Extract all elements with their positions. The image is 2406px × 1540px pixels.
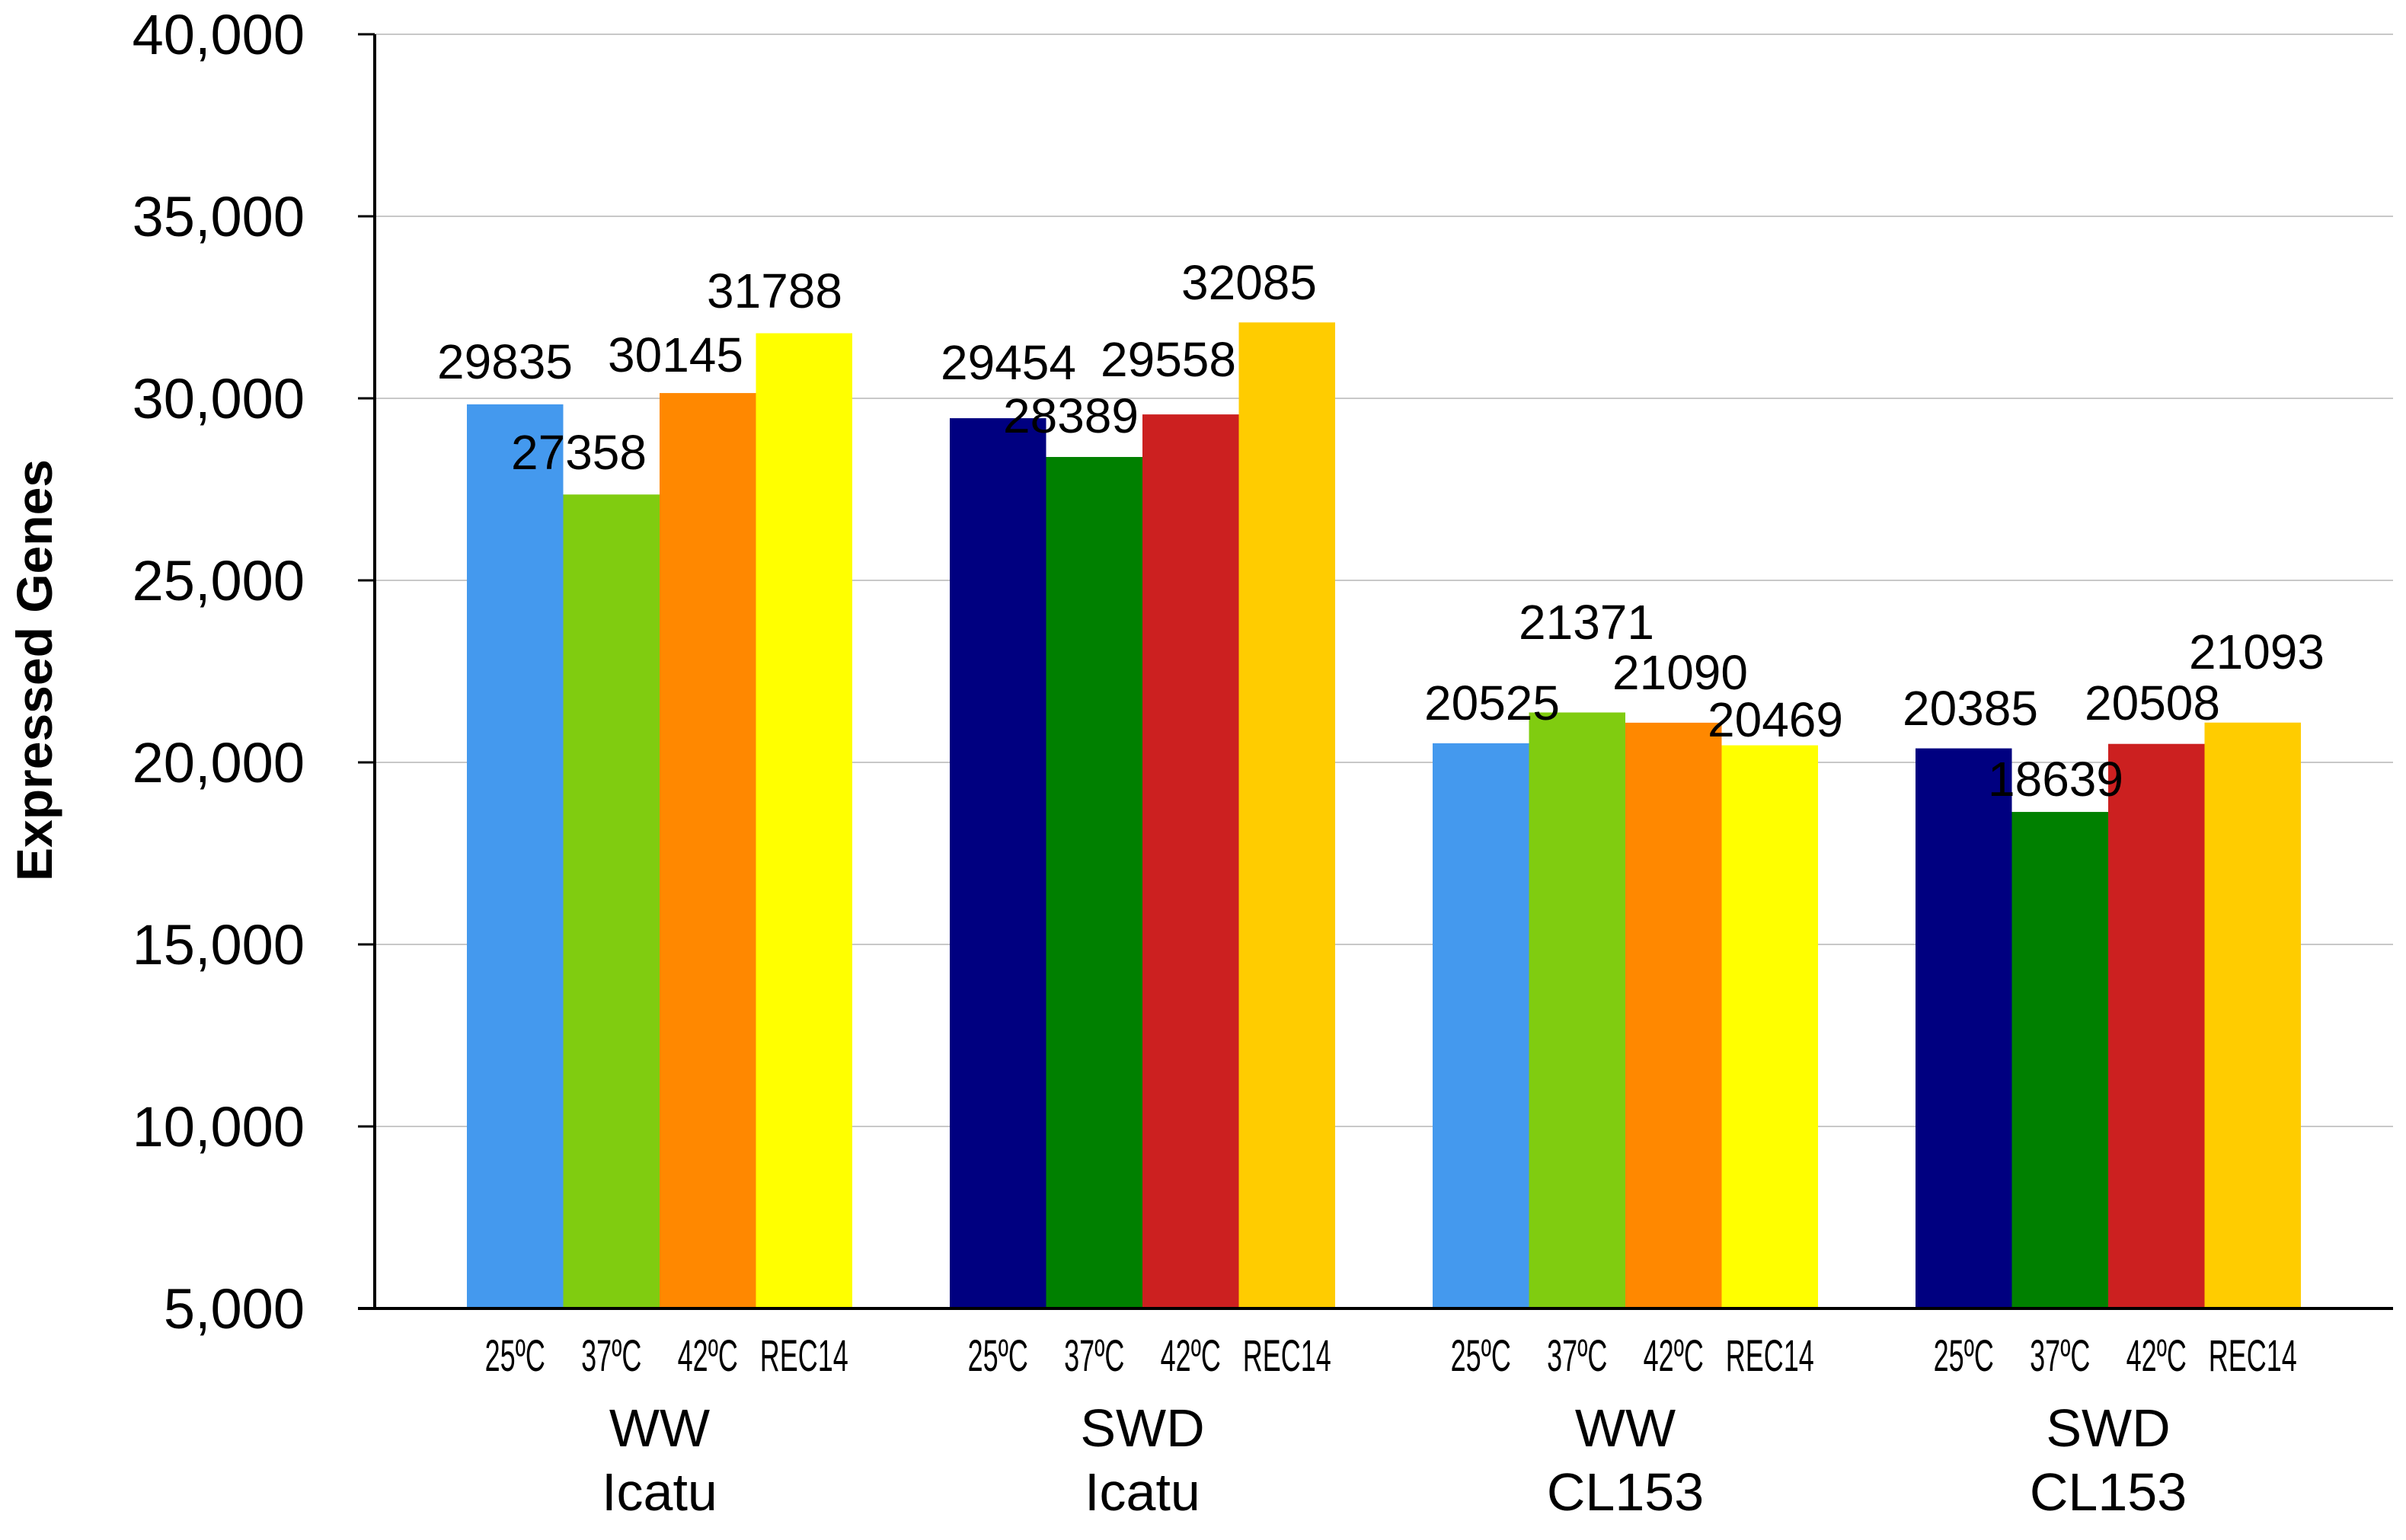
group-label: SWD bbox=[1080, 1398, 1204, 1458]
data-label: 21371 bbox=[1519, 595, 1654, 650]
bar bbox=[563, 494, 660, 1308]
group-label: Icatu bbox=[1085, 1462, 1200, 1522]
condition-label: 42ºC bbox=[678, 1331, 738, 1381]
bar bbox=[2108, 743, 2205, 1308]
group-label: CL153 bbox=[2030, 1462, 2187, 1522]
condition-label: REC14 bbox=[760, 1331, 848, 1381]
y-tick-label: 30,000 bbox=[133, 367, 305, 430]
bar bbox=[1529, 712, 1625, 1308]
condition-label: 25ºC bbox=[968, 1331, 1028, 1381]
data-label: 20508 bbox=[2085, 676, 2220, 730]
data-label: 28389 bbox=[1003, 388, 1139, 443]
y-tick-label: 40,000 bbox=[133, 3, 305, 66]
y-tick-label: 10,000 bbox=[133, 1095, 305, 1158]
bar bbox=[1238, 322, 1335, 1308]
bar bbox=[1625, 722, 1722, 1308]
group-label: WW bbox=[1575, 1398, 1676, 1458]
condition-label: 37ºC bbox=[1064, 1331, 1124, 1381]
y-tick-label: 15,000 bbox=[133, 913, 305, 976]
condition-label: 37ºC bbox=[2030, 1331, 2090, 1381]
y-tick-label: 25,000 bbox=[133, 549, 305, 612]
group-label: WW bbox=[609, 1398, 710, 1458]
data-label: 32085 bbox=[1181, 255, 1317, 310]
bar bbox=[2204, 722, 2301, 1308]
condition-label: REC14 bbox=[1243, 1331, 1331, 1381]
data-label: 29454 bbox=[941, 335, 1076, 390]
y-axis-label: Expressed Genes bbox=[6, 459, 62, 881]
condition-label: REC14 bbox=[1726, 1331, 1814, 1381]
y-tick-label: 35,000 bbox=[133, 185, 305, 248]
bar bbox=[467, 404, 564, 1309]
data-label: 21093 bbox=[2189, 625, 2325, 679]
bar bbox=[950, 418, 1046, 1308]
data-label: 21090 bbox=[1612, 645, 1748, 700]
bar bbox=[756, 333, 852, 1309]
bar bbox=[1721, 745, 1818, 1308]
group-label: SWD bbox=[2046, 1398, 2170, 1458]
condition-label: 37ºC bbox=[581, 1331, 641, 1381]
bar bbox=[2011, 812, 2108, 1308]
data-label: 31788 bbox=[707, 264, 842, 318]
data-label: 30145 bbox=[608, 327, 743, 382]
data-label: 29558 bbox=[1101, 332, 1236, 387]
condition-label: 42ºC bbox=[1161, 1331, 1221, 1381]
data-label: 18639 bbox=[1988, 752, 2123, 807]
data-label: 27358 bbox=[511, 425, 647, 480]
bar bbox=[1142, 414, 1239, 1308]
bar bbox=[1916, 748, 2012, 1308]
bar bbox=[1433, 743, 1529, 1308]
data-label: 29835 bbox=[437, 334, 573, 389]
data-label: 20525 bbox=[1424, 676, 1560, 730]
y-tick-labels: 5,000 10,000 15,000 20,000 25,000 30,000 35,00… bbox=[133, 3, 305, 1340]
data-label: 20469 bbox=[1708, 692, 1843, 747]
bars bbox=[467, 322, 2301, 1309]
condition-label: 42ºC bbox=[1644, 1331, 1704, 1381]
bar bbox=[1046, 457, 1142, 1308]
y-tick-label: 5,000 bbox=[164, 1277, 305, 1340]
group-label: Icatu bbox=[602, 1462, 717, 1522]
data-label: 20385 bbox=[1903, 681, 2038, 736]
group-label: CL153 bbox=[1547, 1462, 1704, 1522]
axes bbox=[358, 33, 2393, 1310]
condition-label: 25ºC bbox=[485, 1331, 545, 1381]
y-tick-label: 20,000 bbox=[133, 731, 305, 794]
condition-label: 37ºC bbox=[1547, 1331, 1607, 1381]
condition-label: 25ºC bbox=[1451, 1331, 1511, 1381]
condition-label: REC14 bbox=[2209, 1331, 2297, 1381]
bar bbox=[660, 393, 756, 1308]
condition-label: 25ºC bbox=[1934, 1331, 1994, 1381]
condition-label: 42ºC bbox=[2126, 1331, 2187, 1381]
